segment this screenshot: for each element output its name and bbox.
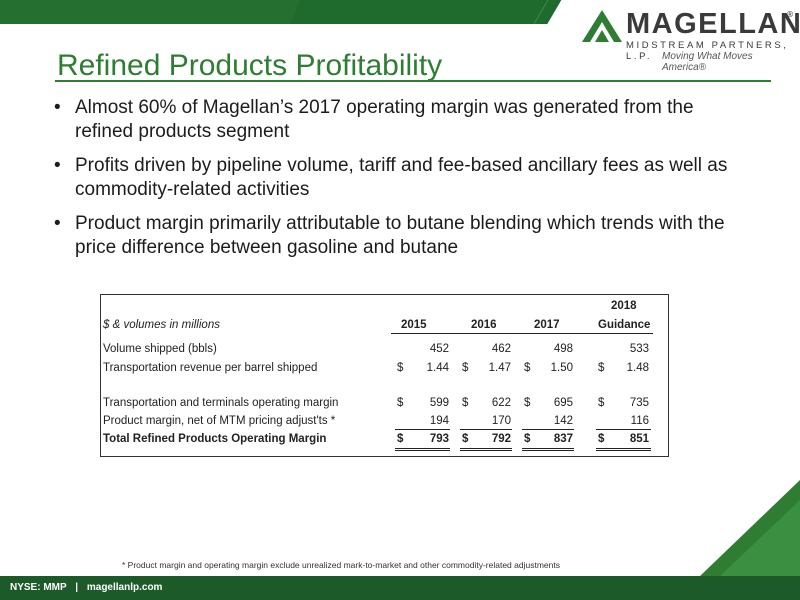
dollar-sign: $ [397,362,404,374]
total-double-underline [596,448,651,449]
cell-2016: 462 [491,343,511,355]
row-label: Transportation revenue per barrel shippe… [103,362,318,374]
bullet-text: Profits driven by pipeline volume, tarif… [75,155,728,200]
dollar-sign: $ [598,433,605,445]
row-label: Product margin, net of MTM pricing adjus… [103,415,336,427]
cell-2015: 793 [429,433,449,445]
slide-title: Refined Products Profitability [57,49,443,82]
bullet-dot-icon: • [54,97,61,118]
dollar-sign: $ [524,397,531,409]
dollar-sign: $ [397,397,404,409]
row-label: Transportation and terminals operating m… [103,397,339,409]
cell-2017: 1.50 [550,362,573,374]
cell-2017: 498 [553,343,573,355]
cell-2018-guidance: 116 [630,415,649,427]
cell-2016: 1.47 [488,362,511,374]
cell-2018-guidance: 851 [629,433,649,445]
subtotal-underline [596,429,651,430]
cell-2015: 452 [429,343,449,355]
dollar-sign: $ [462,397,469,409]
row-label: Volume shipped (bbls) [103,343,217,355]
total-double-underline [522,448,574,449]
footer-separator: | [75,582,79,593]
logo-tagline: Moving What Moves America® [662,51,753,73]
bullet-text: Product margin primarily attributable to… [75,213,725,258]
bullet-item: • Product margin primarily attributable t… [54,212,744,260]
bullet-text: Almost 60% of Magellan’s 2017 operating … [75,97,694,142]
dollar-sign: $ [462,433,469,445]
cell-2015: 194 [429,415,449,427]
dollar-sign: $ [397,433,404,445]
page-number: 22 [762,564,775,576]
company-logo: MAGELLAN ® MIDSTREAM PARTNERS, L.P. Movi… [582,6,800,73]
dollar-sign: $ [524,362,531,374]
cell-2016: 170 [491,415,511,427]
logo-subtitle: MIDSTREAM PARTNERS, L.P. [626,40,789,62]
guidance-header: Guidance [598,319,651,331]
dollar-sign: $ [462,362,469,374]
logo-mark-icon [582,10,622,42]
subtotal-underline [460,429,512,430]
logo-registered-mark: ® [786,10,794,19]
ticker-symbol: NYSE: MMP [10,582,67,593]
footer-band [0,576,800,600]
dollar-sign: $ [598,397,605,409]
table-caption: $ & volumes in millions [103,319,220,331]
bullet-list: • Almost 60% of Magellan’s 2017 operating… [54,96,744,270]
total-double-underline [522,450,574,451]
cell-2018-guidance: 735 [629,397,649,409]
footnote: * Product margin and operating margin ex… [122,560,560,570]
header-underline [391,333,653,334]
total-double-underline [395,448,450,449]
bullet-item: • Profits driven by pipeline volume, tari… [54,154,744,202]
cell-2018-guidance: 533 [629,343,649,355]
column-header-2017: 2017 [534,319,560,331]
subtotal-underline [395,429,450,430]
total-double-underline [460,450,512,451]
total-double-underline [596,450,651,451]
cell-2015: 599 [429,397,449,409]
total-double-underline [395,450,450,451]
cell-2016: 622 [491,397,511,409]
guidance-year-header: 2018 [611,300,637,312]
cell-2016: 792 [491,433,511,445]
logo-wordmark: MAGELLAN [626,8,800,40]
cell-2017: 695 [553,397,573,409]
cell-2017: 837 [553,433,573,445]
subtotal-underline [522,429,574,430]
dollar-sign: $ [524,433,531,445]
bullet-dot-icon: • [54,155,61,176]
bullet-item: • Almost 60% of Magellan’s 2017 operating… [54,96,744,144]
title-underline [55,80,771,82]
financial-table: 2018 $ & volumes in millions 2015 2016 2… [100,294,669,457]
cell-2017: 142 [553,415,573,427]
column-header-2016: 2016 [471,319,497,331]
column-header-2015: 2015 [401,319,427,331]
header-band [0,0,800,24]
dollar-sign: $ [598,362,605,374]
cell-2015: 1.44 [426,362,449,374]
total-double-underline [460,448,512,449]
cell-2018-guidance: 1.48 [626,362,649,374]
footer-text: NYSE: MMP | magellanlp.com [10,582,162,593]
row-label-total: Total Refined Products Operating Margin [103,433,327,445]
bullet-dot-icon: • [54,213,61,234]
website-link[interactable]: magellanlp.com [86,582,163,593]
